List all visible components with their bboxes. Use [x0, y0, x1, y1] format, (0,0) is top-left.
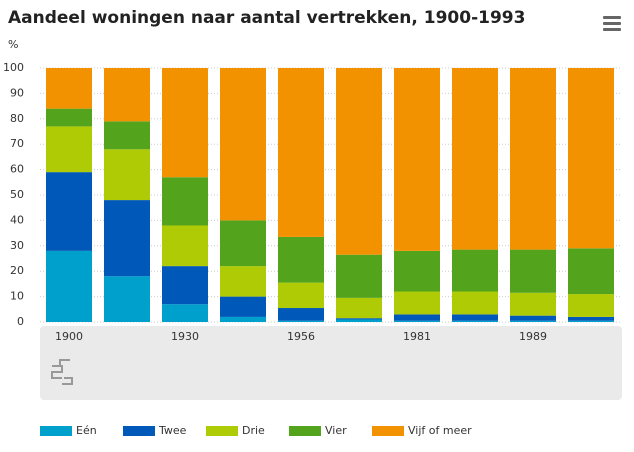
y-tick-label: 30	[10, 239, 24, 252]
bar-segment	[220, 296, 266, 317]
bar-segment	[452, 249, 498, 292]
bar-segment	[220, 68, 266, 221]
menu-icon[interactable]	[603, 16, 621, 31]
y-tick-label: 90	[10, 86, 24, 99]
x-tick-label: 1900	[55, 330, 83, 343]
bar-segment	[452, 320, 498, 322]
bar-segment	[568, 248, 614, 295]
x-tick-label: 1989	[519, 330, 547, 343]
y-axis-label: %	[8, 38, 18, 51]
bar-segment	[162, 266, 208, 305]
bar-segment	[46, 108, 92, 127]
bar-segment	[568, 68, 614, 249]
bar-segment	[104, 121, 150, 150]
bar-segment	[46, 126, 92, 173]
bar-segment	[46, 250, 92, 322]
bar-segment	[452, 291, 498, 315]
bar-segment	[220, 316, 266, 322]
legend-label[interactable]: Eén	[76, 424, 97, 437]
legend-swatch	[289, 426, 321, 436]
bar-segment	[162, 177, 208, 226]
x-tick-label: 1981	[403, 330, 431, 343]
chart-title: Aandeel woningen naar aantal vertrekken,…	[8, 8, 525, 28]
bar-segment	[510, 320, 556, 322]
x-tick-label: 1956	[287, 330, 315, 343]
y-tick-label: 70	[10, 137, 24, 150]
bar-segment	[104, 149, 150, 201]
bar-segment	[394, 320, 440, 322]
bar-segment	[278, 282, 324, 309]
bar-segment	[162, 68, 208, 178]
bar-segment	[452, 314, 498, 321]
bar-segment	[568, 320, 614, 322]
bar-segment	[278, 320, 324, 322]
logo	[51, 359, 73, 385]
bar-segment	[46, 172, 92, 251]
y-tick-label: 20	[10, 264, 24, 277]
bar-segment	[568, 294, 614, 317]
y-tick-label: 10	[10, 290, 24, 303]
bar-segment	[510, 292, 556, 316]
legend-label[interactable]: Vier	[325, 424, 347, 437]
legend-label[interactable]: Drie	[242, 424, 265, 437]
legend-swatch	[372, 426, 404, 436]
bar-segment	[104, 276, 150, 322]
bar-segment	[162, 304, 208, 322]
bar-segment	[394, 68, 440, 251]
bar-segment	[452, 68, 498, 250]
bar-segment	[278, 68, 324, 237]
bar-segment	[568, 316, 614, 321]
legend-swatch	[123, 426, 155, 436]
x-tick-label: 1930	[171, 330, 199, 343]
bar-segment	[336, 297, 382, 319]
y-tick-label: 0	[17, 315, 24, 328]
y-tick-label: 100	[3, 61, 24, 74]
bar-segment	[336, 319, 382, 322]
bar-segment	[104, 200, 150, 277]
bar-segment	[46, 68, 92, 109]
bar-segment	[510, 315, 556, 321]
bar-segment	[162, 225, 208, 267]
bar-segment	[510, 68, 556, 250]
legend-label[interactable]: Twee	[158, 424, 187, 437]
bar-segment	[278, 308, 324, 321]
bar-segment	[394, 291, 440, 315]
bar-segment	[278, 236, 324, 283]
y-tick-label: 50	[10, 188, 24, 201]
bar-segment	[394, 314, 440, 321]
bar-segment	[220, 266, 266, 297]
bar-segment	[336, 68, 382, 255]
bar-segment	[394, 250, 440, 292]
y-tick-label: 40	[10, 213, 24, 226]
legend-swatch	[206, 426, 238, 436]
y-tick-label: 60	[10, 163, 24, 176]
bar-segment	[510, 249, 556, 293]
legend-label[interactable]: Vijf of meer	[408, 424, 472, 437]
x-axis-band	[40, 326, 622, 400]
bar-segment	[104, 68, 150, 122]
bar-segment	[336, 254, 382, 298]
bar-segment	[220, 220, 266, 267]
y-tick-label: 80	[10, 112, 24, 125]
bar-segment	[336, 318, 382, 320]
legend-swatch	[40, 426, 72, 436]
